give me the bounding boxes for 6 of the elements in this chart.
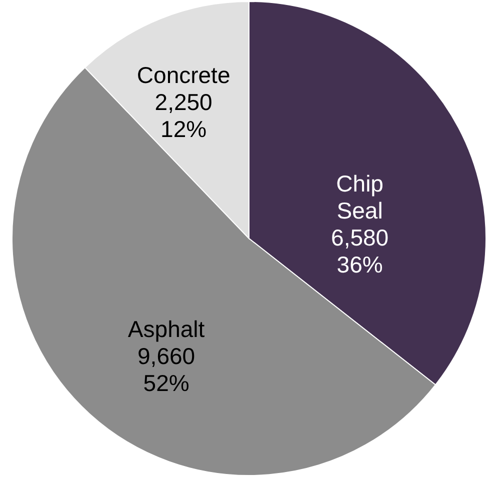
slice-label: Concrete xyxy=(136,62,230,88)
data-label: 6,580 36% xyxy=(331,224,389,278)
slice-label: Chip Seal xyxy=(336,170,384,224)
slice-label: Asphalt xyxy=(128,316,206,342)
data-label: 2,250 12% xyxy=(154,88,212,142)
data-label: 9,660 52% xyxy=(138,342,196,396)
